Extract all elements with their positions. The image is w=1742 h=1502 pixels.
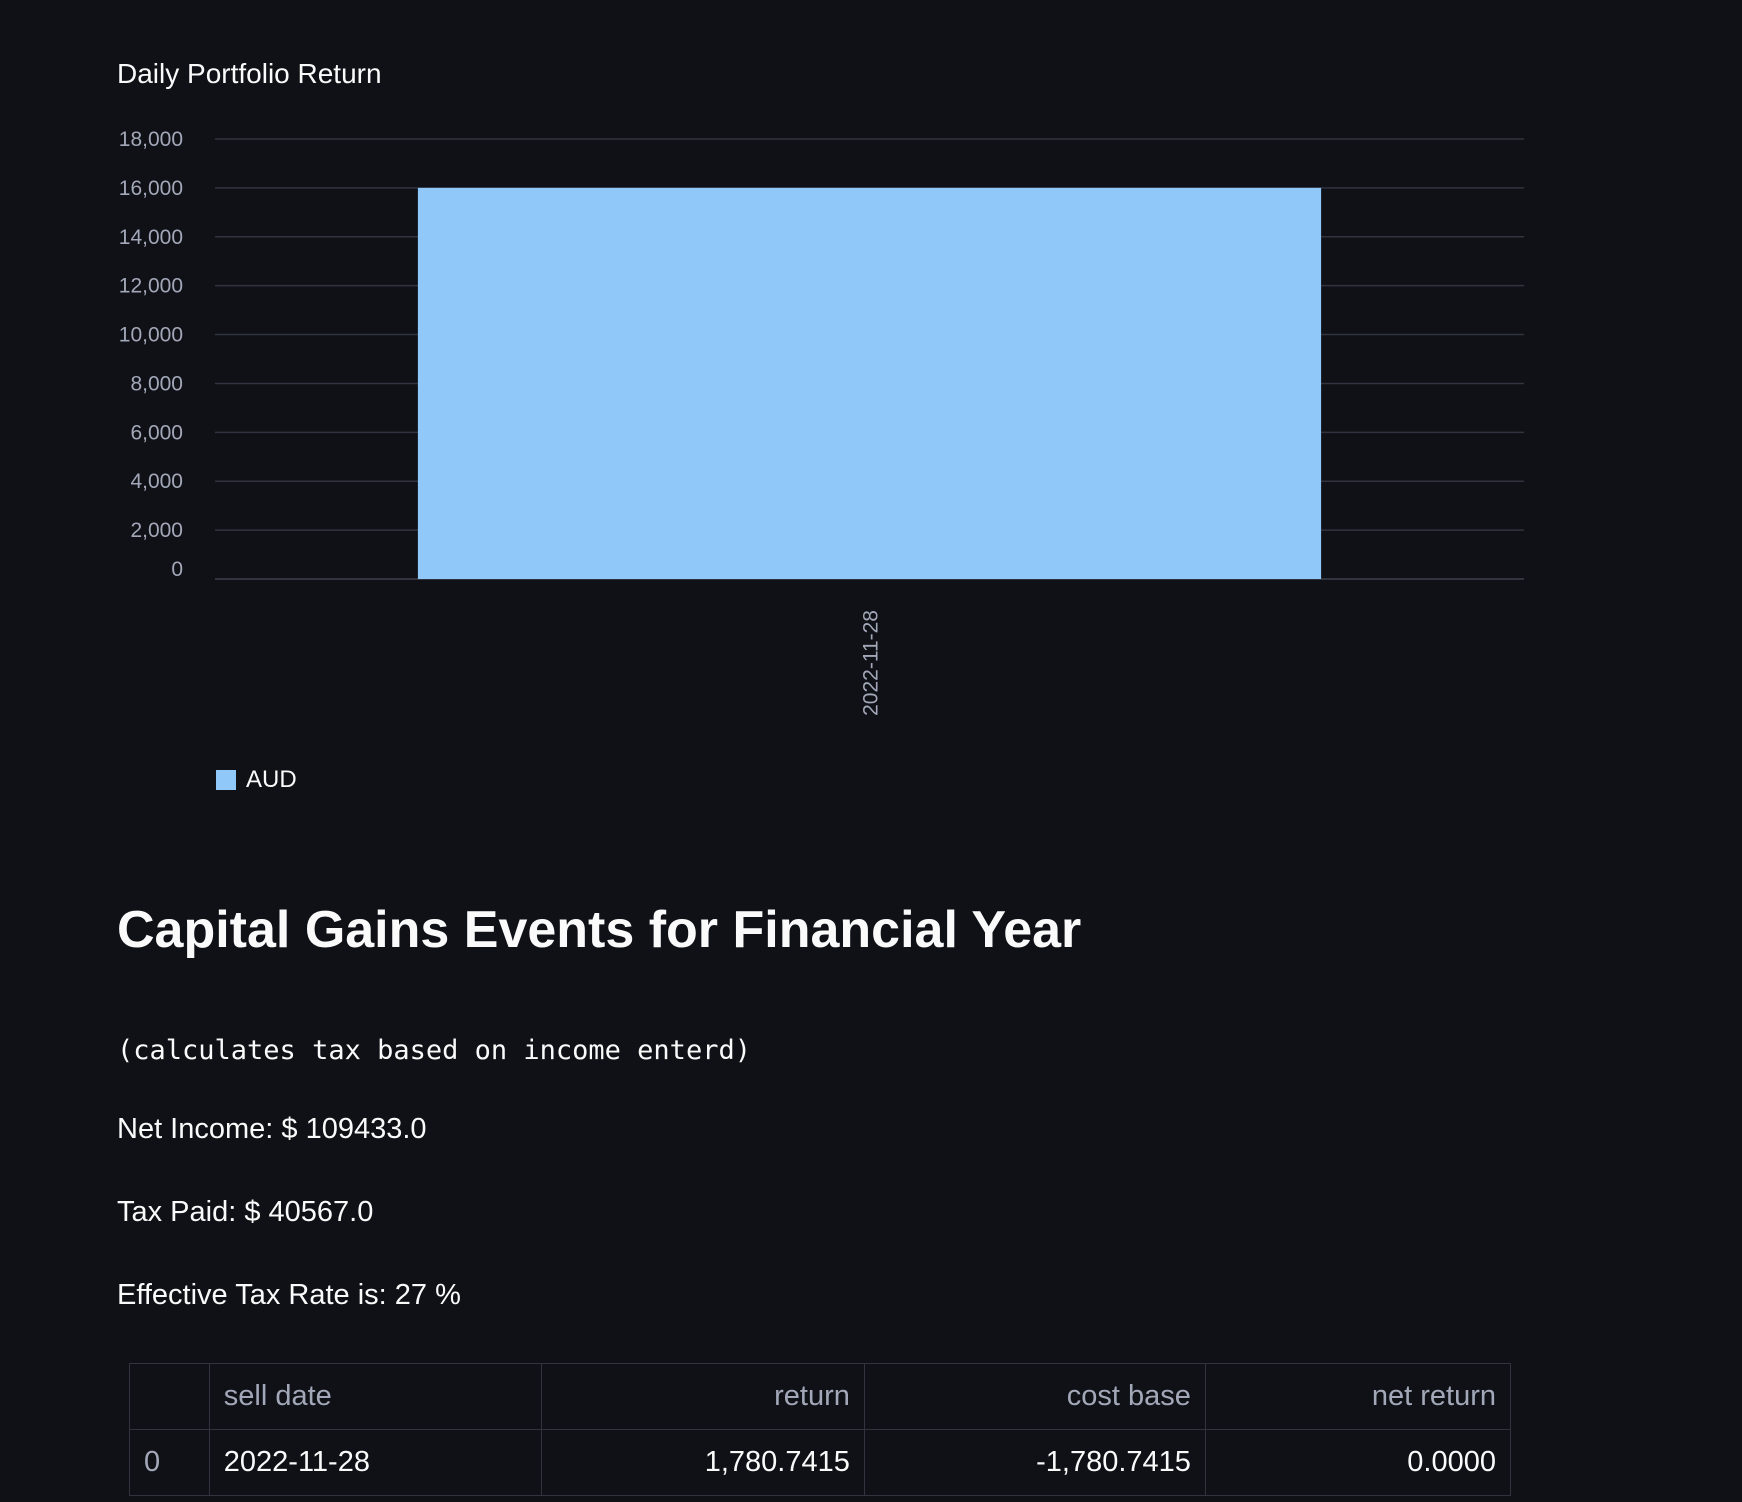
bar-chart: 0 2,000 4,000 6,000 8,000 10,000 12,000 14,000 1… [119,128,1524,716]
y-tick-label: 8,000 [130,372,183,395]
legend-label-aud: AUD [246,766,297,793]
y-tick-label: 18,000 [119,128,183,151]
y-tick-label: 6,000 [130,421,183,444]
cell-return[interactable]: 1,780.7415 [540,1429,865,1496]
header-return[interactable]: return [540,1363,865,1430]
effective-tax-rate-text: Effective Tax Rate is: 27 % [117,1279,461,1311]
y-tick-label: 10,000 [119,324,183,347]
legend-swatch-aud [216,770,236,790]
net-income-text: Net Income: $ 109433.0 [117,1113,427,1145]
capital-gains-table[interactable]: sell date return cost base net return 0 … [129,1363,1511,1502]
tax-paid-text: Tax Paid: $ 40567.0 [117,1196,374,1228]
table-row[interactable]: 0 2022-11-28 1,780.7415 -1,780.7415 0.00… [129,1429,1511,1496]
x-tick-label: 2022-11-28 [860,610,883,716]
bars [417,187,1322,579]
y-tick-label: 4,000 [130,470,183,493]
chart-title: Daily Portfolio Return [117,58,382,89]
y-axis-ticks: 0 2,000 4,000 6,000 8,000 10,000 12,000 14,000 1… [119,128,183,581]
bar-2022-11-28[interactable] [417,187,1322,579]
cell-index[interactable]: 0 [129,1429,210,1496]
y-tick-label: 14,000 [119,226,183,249]
x-axis-ticks: 2022-11-28 [860,610,883,716]
table-header-row: sell date return cost base net return [129,1363,1511,1430]
section-title: Capital Gains Events for Financial Year [117,901,1082,959]
y-tick-label: 0 [171,558,183,581]
header-index[interactable] [129,1363,210,1430]
tax-note: (calculates tax based on income enterd) [117,1035,751,1066]
cell-cost-base[interactable]: -1,780.7415 [863,1429,1206,1496]
chart-legend[interactable]: AUD [216,766,297,794]
cell-sell-date[interactable]: 2022-11-28 [208,1429,542,1496]
cell-net-return[interactable]: 0.0000 [1204,1429,1511,1496]
header-cost-base[interactable]: cost base [863,1363,1206,1430]
y-tick-label: 12,000 [119,275,183,298]
header-sell-date[interactable]: sell date [208,1363,542,1430]
y-tick-label: 2,000 [130,519,183,542]
y-tick-label: 16,000 [119,177,183,200]
header-net-return[interactable]: net return [1204,1363,1511,1430]
